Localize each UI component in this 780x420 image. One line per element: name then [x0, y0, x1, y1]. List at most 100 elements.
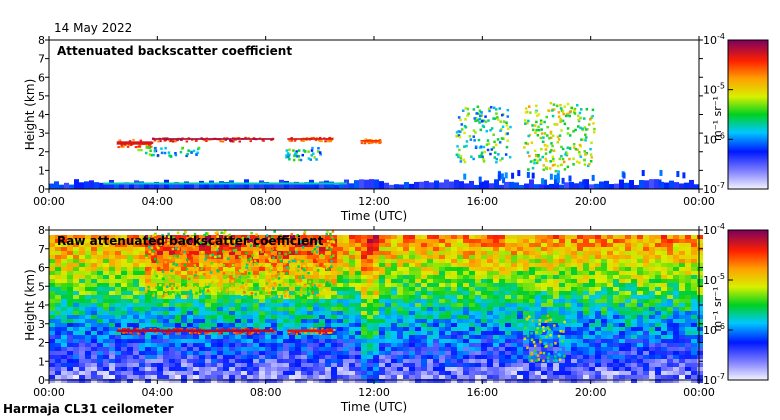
backscatter-cell: [199, 259, 205, 263]
backscatter-cell: [679, 355, 685, 359]
backscatter-cell: [697, 279, 703, 283]
date-label: 14 May 2022: [54, 21, 133, 35]
backscatter-cell: [271, 331, 277, 335]
backscatter-cell: [217, 339, 223, 343]
backscatter-cell: [679, 319, 685, 323]
backscatter-cell: [307, 343, 313, 347]
backscatter-mark: [498, 107, 501, 110]
backscatter-cell: [625, 323, 631, 327]
boundary-layer-cell: [269, 182, 274, 189]
backscatter-cell: [667, 295, 673, 299]
backscatter-cell: [445, 291, 451, 295]
backscatter-cell: [265, 347, 271, 351]
backscatter-cell: [103, 335, 109, 339]
backscatter-cell: [127, 307, 133, 311]
backscatter-cell: [511, 327, 517, 331]
backscatter-mark: [187, 149, 190, 152]
backscatter-cell: [673, 295, 679, 299]
backscatter-cell: [199, 335, 205, 339]
backscatter-cell: [343, 375, 349, 379]
backscatter-cell: [319, 303, 325, 307]
backscatter-cell: [205, 263, 211, 267]
backscatter-cell: [685, 355, 691, 359]
backscatter-cell: [667, 255, 673, 259]
backscatter-cell: [277, 351, 283, 355]
backscatter-cell: [487, 367, 493, 371]
backscatter-cell: [523, 239, 529, 243]
boundary-layer-strip: [103, 182, 347, 185]
backscatter-cell: [265, 295, 271, 299]
backscatter-cell: [115, 311, 121, 315]
backscatter-cell: [145, 343, 151, 347]
backscatter-cell: [637, 311, 643, 315]
backscatter-cell: [349, 331, 355, 335]
backscatter-mark: [142, 328, 145, 331]
backscatter-cell: [595, 367, 601, 371]
backscatter-cell: [577, 247, 583, 251]
backscatter-cell: [223, 355, 229, 359]
backscatter-cell: [445, 375, 451, 379]
backscatter-cell: [301, 347, 307, 351]
backscatter-cell: [415, 239, 421, 243]
backscatter-mark: [317, 150, 320, 153]
backscatter-cell: [367, 239, 373, 243]
backscatter-cell: [403, 303, 409, 307]
backscatter-cell: [613, 331, 619, 335]
backscatter-cell: [277, 279, 283, 283]
backscatter-mark: [457, 134, 461, 137]
boundary-layer-cell: [676, 171, 680, 178]
backscatter-cell: [67, 283, 73, 287]
backscatter-cell: [403, 275, 409, 279]
backscatter-cell: [337, 375, 343, 379]
backscatter-cell: [691, 347, 697, 351]
backscatter-cell: [193, 367, 199, 371]
backscatter-cell: [67, 311, 73, 315]
backscatter-cell: [661, 271, 667, 275]
backscatter-cell: [643, 339, 649, 343]
backscatter-cell: [151, 243, 157, 247]
backscatter-cell: [655, 267, 661, 271]
backscatter-cell: [583, 347, 589, 351]
backscatter-cell: [271, 291, 277, 295]
backscatter-mark: [529, 160, 533, 163]
backscatter-cell: [385, 319, 391, 323]
backscatter-cell: [139, 375, 145, 379]
backscatter-mark: [541, 140, 545, 143]
backscatter-cell: [637, 351, 643, 355]
backscatter-cell: [643, 375, 649, 379]
backscatter-cell: [625, 235, 631, 239]
backscatter-cell: [241, 371, 247, 375]
backscatter-cell: [409, 235, 415, 239]
backscatter-cell: [247, 363, 253, 367]
backscatter-cell: [451, 307, 457, 311]
backscatter-cell: [103, 283, 109, 287]
backscatter-cell: [67, 355, 73, 359]
backscatter-cell: [385, 299, 391, 303]
backscatter-cell: [421, 307, 427, 311]
backscatter-cell: [49, 263, 55, 267]
backscatter-cell: [97, 275, 103, 279]
backscatter-cell: [199, 247, 205, 251]
backscatter-cell: [535, 351, 541, 355]
backscatter-cell: [481, 315, 487, 319]
backscatter-cell: [313, 371, 319, 375]
backscatter-cell: [127, 279, 133, 283]
backscatter-cell: [247, 375, 253, 379]
boundary-layer-cell: [484, 180, 489, 189]
backscatter-cell: [295, 287, 301, 291]
backscatter-cell: [241, 351, 247, 355]
backscatter-cell: [583, 323, 589, 327]
backscatter-cell: [691, 275, 697, 279]
backscatter-cell: [445, 287, 451, 291]
backscatter-cell: [643, 299, 649, 303]
backscatter-cell: [595, 291, 601, 295]
backscatter-cell: [667, 235, 673, 239]
backscatter-cell: [379, 379, 385, 383]
backscatter-mark: [153, 139, 157, 142]
backscatter-cell: [385, 339, 391, 343]
backscatter-cell: [313, 323, 319, 327]
backscatter-cell: [583, 379, 589, 383]
backscatter-cell: [85, 247, 91, 251]
backscatter-cell: [589, 239, 595, 243]
backscatter-cell: [631, 323, 637, 327]
